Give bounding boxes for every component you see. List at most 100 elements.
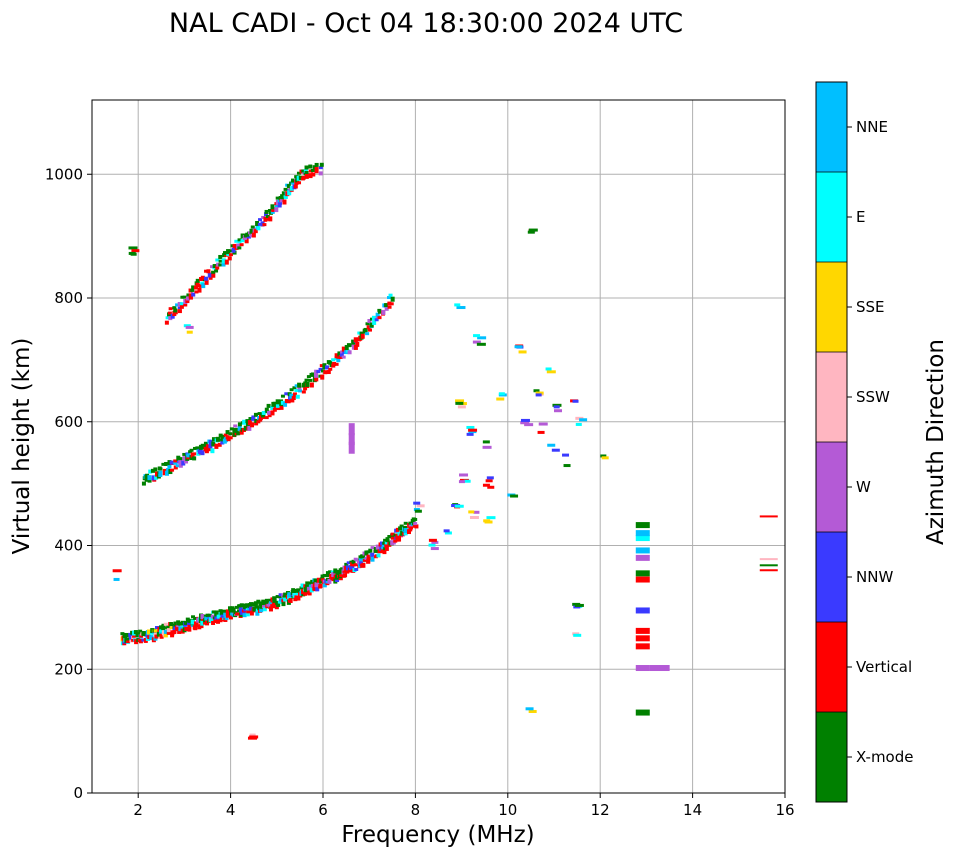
echo-point (225, 611, 230, 617)
echo-point (165, 470, 170, 476)
echo-point (317, 580, 322, 586)
echo-point (300, 583, 305, 588)
echo-point (382, 549, 387, 555)
echo-point (287, 190, 292, 196)
colorbar-frame (815, 81, 848, 803)
echo-point (344, 562, 349, 566)
echo-point (182, 452, 187, 456)
echo-point (176, 455, 181, 461)
echo-point (237, 246, 242, 250)
echo-point (199, 623, 204, 629)
echo-point (319, 162, 324, 167)
echo-point (203, 446, 208, 452)
echo-point (314, 377, 319, 382)
echo-point (112, 569, 122, 573)
echo-point (189, 448, 194, 452)
echo-point (294, 175, 299, 179)
echo-point (225, 430, 230, 435)
echo-point (455, 401, 464, 405)
echo-point (313, 578, 318, 584)
echo-point (353, 563, 358, 567)
echo-point (249, 610, 254, 616)
echo-point (221, 434, 226, 438)
echo-point (296, 588, 301, 593)
echo-point (148, 469, 153, 474)
echo-point (309, 382, 314, 388)
echo-point (346, 561, 351, 565)
echo-point (562, 453, 570, 457)
x-tick-label: 2 (133, 801, 143, 819)
echo-point (335, 569, 340, 575)
echo-point (265, 214, 270, 218)
echo-point (237, 238, 242, 242)
echo-point (159, 633, 164, 639)
echo-point (268, 216, 273, 222)
echo-point (296, 595, 301, 601)
echo-point (167, 631, 172, 635)
echo-point (309, 587, 314, 593)
echo-point (466, 432, 474, 436)
echo-point (314, 162, 319, 167)
echo-point (259, 608, 264, 613)
colorbar-swatch-x-mode (816, 712, 847, 802)
echo-point (266, 410, 271, 415)
echo-point (254, 418, 259, 423)
echo-point (331, 358, 336, 362)
echo-point (272, 407, 277, 412)
echo-point (243, 425, 248, 431)
echo-point (249, 228, 254, 234)
echo-point (369, 322, 374, 328)
echo-point (165, 316, 170, 320)
echo-point (377, 549, 382, 554)
echo-point (227, 256, 232, 261)
echo-point (262, 223, 267, 227)
y-tick-label: 200 (54, 660, 83, 678)
echo-point (308, 164, 313, 169)
echo-point (382, 541, 387, 545)
echo-point (400, 530, 405, 536)
echo-point (366, 558, 371, 564)
echo-point (283, 401, 288, 407)
echo-point (275, 196, 280, 200)
echo-point (218, 433, 223, 438)
echo-point (347, 350, 352, 355)
echo-point (186, 330, 193, 334)
echo-point (195, 446, 200, 450)
echo-point (307, 590, 312, 596)
echo-point (304, 170, 309, 174)
echo-point (154, 626, 159, 630)
echo-point (224, 617, 229, 621)
echo-point (253, 601, 258, 607)
echo-point (358, 558, 363, 562)
echo-point (361, 554, 366, 559)
echo-point (176, 620, 181, 626)
echo-point (311, 172, 316, 177)
echo-point (243, 607, 248, 612)
echo-point (228, 615, 233, 620)
echo-point (247, 425, 252, 431)
echo-point (408, 528, 413, 532)
echo-point (345, 565, 350, 571)
echo-point (575, 422, 582, 426)
echo-point (289, 388, 294, 392)
echo-point (211, 437, 216, 442)
echo-point (275, 399, 280, 405)
echo-point (218, 254, 223, 259)
echo-point (406, 529, 411, 535)
echo-point (295, 394, 300, 399)
colorbar-label: X-mode (856, 748, 913, 766)
echo-point (387, 296, 392, 300)
echo-point (226, 249, 231, 255)
echo-point (357, 331, 362, 335)
echo-point (428, 538, 437, 542)
echo-point (283, 187, 288, 191)
echo-point (193, 285, 198, 290)
echo-point (286, 184, 291, 189)
echo-point (120, 632, 125, 636)
echo-point (759, 515, 778, 518)
echo-point (364, 550, 369, 556)
echo-point (428, 543, 436, 547)
echo-point (198, 618, 203, 624)
echo-point (365, 332, 370, 336)
echo-point (283, 597, 288, 602)
